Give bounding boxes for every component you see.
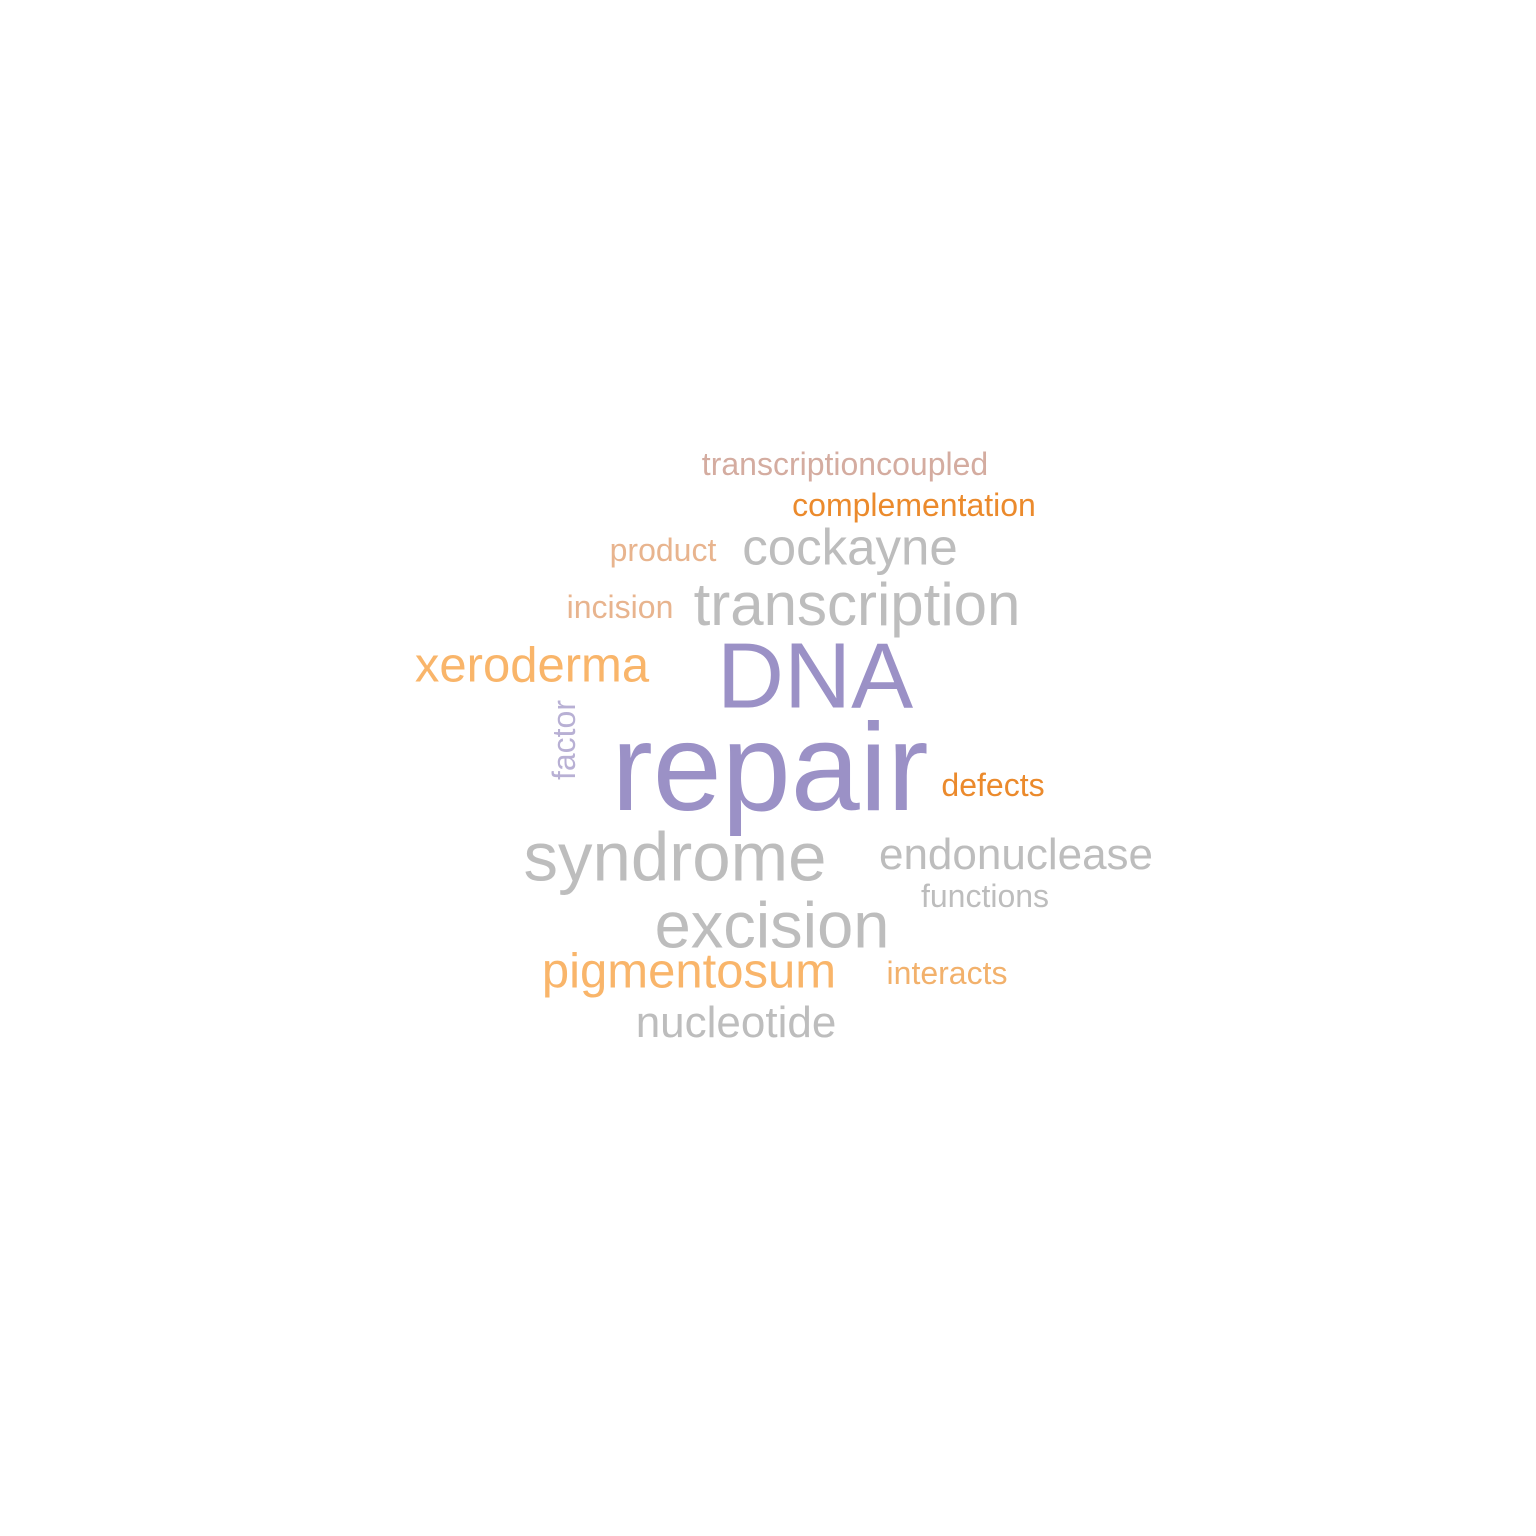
word-factor: factor <box>546 699 582 781</box>
word-complementation: complementation <box>792 487 1036 523</box>
word-dna: DNA <box>716 623 914 728</box>
word-cockayne: cockayne <box>742 518 958 576</box>
word-nucleotide: nucleotide <box>635 998 837 1047</box>
word-excision: excision <box>654 888 890 962</box>
word-endonuclease: endonuclease <box>878 830 1154 879</box>
word-defects: defects <box>941 767 1045 803</box>
word-repair: repair <box>611 699 929 837</box>
word-xeroderma: xeroderma <box>414 638 650 693</box>
word-transcriptioncoupled: transcriptioncoupled <box>701 446 989 482</box>
word-syndrome: syndrome <box>523 818 827 896</box>
word-interacts: interacts <box>886 955 1008 991</box>
word-incision: incision <box>566 589 674 625</box>
word-pigmentosum: pigmentosum <box>541 944 837 999</box>
word-product: product <box>609 532 717 568</box>
word-transcription: transcription <box>693 571 1021 638</box>
word-functions: functions <box>920 878 1050 914</box>
